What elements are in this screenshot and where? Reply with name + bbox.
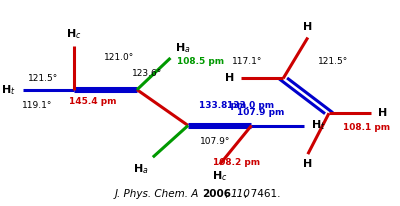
Text: H$_t$: H$_t$ <box>2 83 16 97</box>
Text: 107.9°: 107.9° <box>200 137 230 146</box>
Text: H$_c$: H$_c$ <box>212 170 228 183</box>
Text: 110: 110 <box>230 189 250 199</box>
Text: 108.5 pm: 108.5 pm <box>178 57 225 66</box>
Text: 123.6°: 123.6° <box>132 69 162 78</box>
Text: H: H <box>303 159 312 169</box>
Text: 119.1°: 119.1° <box>22 101 52 110</box>
Text: 133.8 pm: 133.8 pm <box>199 101 246 110</box>
Text: H$_a$: H$_a$ <box>175 41 190 55</box>
Text: 107.9 pm: 107.9 pm <box>237 108 285 117</box>
Text: H$_t$: H$_t$ <box>311 119 325 132</box>
Text: 2006: 2006 <box>202 189 231 199</box>
Text: 117.1°: 117.1° <box>232 57 262 66</box>
Text: 121.0°: 121.0° <box>104 53 134 62</box>
Text: 121.5°: 121.5° <box>318 57 349 66</box>
Text: 108.1 pm: 108.1 pm <box>343 123 390 132</box>
Text: ,: , <box>225 189 232 199</box>
Text: 108.2 pm: 108.2 pm <box>213 158 260 167</box>
Text: J. Phys. Chem. A: J. Phys. Chem. A <box>114 189 202 199</box>
Text: , 7461.: , 7461. <box>244 189 281 199</box>
Text: H: H <box>225 74 234 83</box>
Text: H$_c$: H$_c$ <box>66 27 81 41</box>
Text: 145.4 pm: 145.4 pm <box>69 97 117 106</box>
Text: 121.5°: 121.5° <box>28 74 58 83</box>
Text: H: H <box>303 22 312 32</box>
Text: H: H <box>378 108 387 118</box>
Text: 133.0 pm: 133.0 pm <box>227 101 274 110</box>
Text: H$_a$: H$_a$ <box>133 162 149 176</box>
